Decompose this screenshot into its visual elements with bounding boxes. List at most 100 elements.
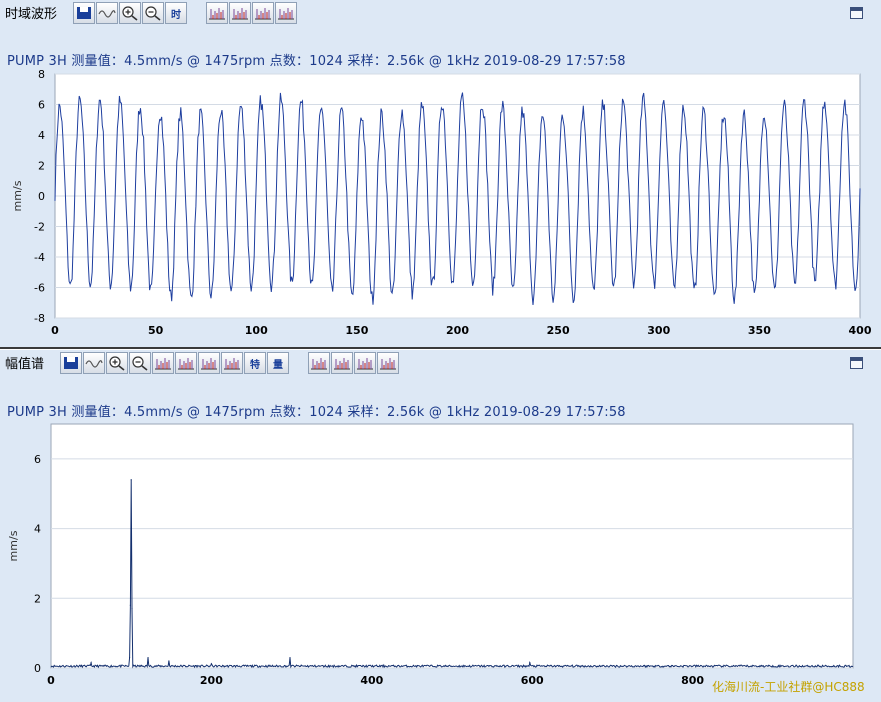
- zoom-in-button[interactable]: [106, 352, 128, 374]
- cursor-sideband-icon: [255, 8, 271, 20]
- y-axis-label: mm/s: [11, 180, 24, 211]
- zoom-in-button[interactable]: [119, 2, 141, 24]
- restore-window-icon[interactable]: [850, 357, 863, 369]
- x-tick-label: 600: [521, 674, 544, 687]
- plot-area: [50, 423, 854, 669]
- time-button[interactable]: 时: [165, 2, 187, 24]
- y-tick-label: 6: [38, 99, 45, 112]
- cursor-single-icon: [155, 358, 171, 370]
- amount-icon: 量: [273, 359, 283, 371]
- save-button[interactable]: [73, 2, 95, 24]
- y-axis-label: mm/s: [7, 530, 20, 561]
- zoom-in-icon: [122, 6, 138, 21]
- spectrum-peak: [131, 608, 133, 610]
- spectrum-peak: [147, 656, 149, 659]
- cursor-harmonic-icon: [178, 358, 194, 370]
- x-tick-label: 300: [647, 324, 670, 337]
- cursor-harmonic-button[interactable]: [175, 352, 197, 374]
- x-tick-label: 50: [148, 324, 164, 337]
- x-tick-label: 400: [849, 324, 872, 337]
- spectrum-peak: [289, 656, 291, 659]
- spectrum-peak: [90, 662, 92, 664]
- spectrum-peak: [129, 604, 131, 606]
- zoom-out-icon: [145, 6, 161, 21]
- panel-title: 幅值谱: [5, 357, 45, 372]
- time-waveform-panel: 时域波形 时 PUMP 3H 测量值：4.5mm/s @ 1475rpm 点数：…: [0, 0, 881, 349]
- cursor-harmonic-button[interactable]: [331, 352, 353, 374]
- spectrum-peak: [210, 663, 212, 665]
- amount-button[interactable]: 量: [267, 352, 289, 374]
- waveform-button[interactable]: [96, 2, 118, 24]
- save-icon: [77, 7, 91, 19]
- feature-button[interactable]: 特: [244, 352, 266, 374]
- cursor-sideband-button[interactable]: [252, 2, 274, 24]
- cursor-harmonic-icon: [232, 8, 248, 20]
- cursor-peak-button[interactable]: [377, 352, 399, 374]
- waveform-button[interactable]: [83, 352, 105, 374]
- y-tick-label: -4: [34, 251, 45, 264]
- y-tick-label: 4: [38, 129, 45, 142]
- x-tick-label: 800: [681, 674, 704, 687]
- cursor-single-button[interactable]: [206, 2, 228, 24]
- cursor-single-icon: [311, 358, 327, 370]
- y-tick-label: -6: [34, 282, 45, 295]
- restore-window-icon[interactable]: [850, 7, 863, 19]
- watermark: 化海川流-工业社群@HC888: [712, 680, 865, 694]
- waveform-icon: [85, 360, 103, 368]
- cursor-single-icon: [209, 8, 225, 20]
- zoom-out-button[interactable]: [142, 2, 164, 24]
- cursor-harmonic-button[interactable]: [229, 2, 251, 24]
- toolbar: 特量: [60, 352, 399, 376]
- feature-icon: 特: [250, 359, 260, 371]
- cursor-single-button[interactable]: [308, 352, 330, 374]
- x-tick-label: 100: [245, 324, 268, 337]
- x-tick-label: 0: [51, 324, 59, 337]
- y-tick-label: 8: [38, 70, 45, 81]
- waveform-line: [54, 92, 861, 306]
- amplitude-spectrum-panel: 幅值谱 特量 PUMP 3H 测量值：4.5mm/s @ 1475rpm 点数：…: [0, 350, 881, 702]
- y-tick-label: 2: [34, 592, 41, 605]
- y-tick-label: 6: [34, 453, 41, 466]
- x-tick-label: 0: [47, 674, 55, 687]
- cursor-peak-button[interactable]: [275, 2, 297, 24]
- cursor-band-icon: [201, 358, 217, 370]
- spectrum-line: [50, 479, 854, 669]
- spectrum-peak: [529, 662, 531, 664]
- y-tick-label: -8: [34, 312, 45, 325]
- y-tick-label: 4: [34, 523, 41, 536]
- save-icon: [64, 357, 78, 369]
- x-tick-label: 250: [547, 324, 570, 337]
- save-button[interactable]: [60, 352, 82, 374]
- cursor-sideband-icon: [357, 358, 373, 370]
- cursor-single-button[interactable]: [152, 352, 174, 374]
- y-tick-label: -2: [34, 221, 45, 234]
- cursor-multi-button[interactable]: [221, 352, 243, 374]
- zoom-out-icon: [132, 356, 148, 371]
- x-tick-label: 200: [200, 674, 223, 687]
- toolbar: 时: [73, 2, 297, 26]
- time-waveform-chart[interactable]: -8 -6 -4 -2 0 2 4 6 8 0 50 100 150 200 250 300 350 400 mm/…: [0, 70, 881, 349]
- measurement-info: PUMP 3H 测量值：4.5mm/s @ 1475rpm 点数：1024 采样…: [7, 405, 626, 420]
- spectrum-peak: [168, 660, 170, 662]
- y-tick-label: 2: [38, 160, 45, 173]
- cursor-sideband-button[interactable]: [354, 352, 376, 374]
- x-tick-label: 350: [748, 324, 771, 337]
- cursor-harmonic-icon: [334, 358, 350, 370]
- waveform-icon: [98, 10, 116, 18]
- x-tick-label: 200: [446, 324, 469, 337]
- y-tick-label: 0: [38, 190, 45, 203]
- x-tick-label: 150: [345, 324, 368, 337]
- measurement-info: PUMP 3H 测量值：4.5mm/s @ 1475rpm 点数：1024 采样…: [7, 54, 626, 69]
- panel-title: 时域波形: [5, 7, 58, 22]
- spectrum-peak: [130, 479, 132, 481]
- x-tick-label: 400: [360, 674, 383, 687]
- cursor-peak-icon: [278, 8, 294, 20]
- zoom-in-icon: [109, 356, 125, 371]
- cursor-peak-icon: [380, 358, 396, 370]
- zoom-out-button[interactable]: [129, 352, 151, 374]
- cursor-multi-icon: [224, 358, 240, 370]
- spectrum-peak: [128, 656, 131, 659]
- cursor-band-button[interactable]: [198, 352, 220, 374]
- time-icon: 时: [171, 9, 181, 21]
- amplitude-spectrum-chart[interactable]: 0 2 4 6 0 200 400 600 800 mm/s: [0, 422, 881, 702]
